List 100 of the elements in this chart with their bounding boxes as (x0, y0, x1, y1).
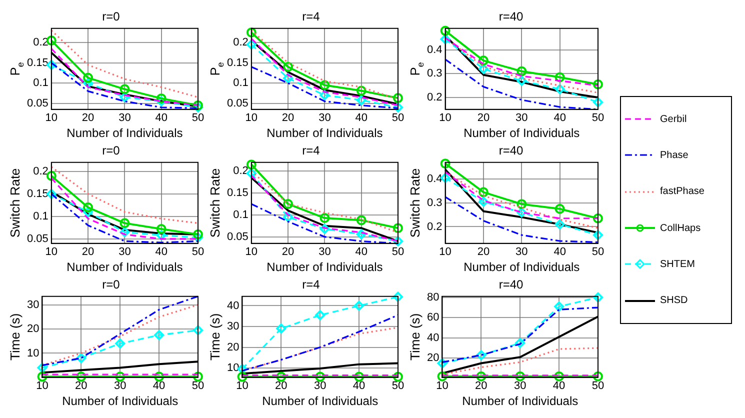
chart-title: r=0 (102, 10, 120, 24)
point (283, 73, 294, 84)
point (315, 372, 326, 382)
point (120, 227, 130, 238)
point (193, 372, 203, 382)
point (120, 218, 130, 228)
point (246, 27, 256, 38)
x-tick-label: 10 (245, 112, 258, 124)
y-tick-label: 80 (426, 291, 440, 304)
point (393, 102, 403, 112)
point (478, 196, 488, 207)
chart-title: r=0 (102, 144, 120, 158)
chart-title: r=4 (302, 10, 320, 24)
y-tick-label: 0.2 (426, 220, 442, 233)
point (516, 66, 527, 76)
point (393, 93, 403, 104)
y-tick-label: 0.05 (26, 97, 48, 110)
point (237, 372, 248, 382)
x-tick-label: 50 (592, 112, 604, 124)
point (554, 84, 565, 94)
line-series (50, 30, 199, 98)
x-tick-label: 30 (118, 112, 131, 124)
x-axis-title: Number of Individuals (464, 126, 580, 140)
x-tick-label: 30 (318, 246, 331, 258)
point (283, 62, 294, 72)
point (356, 86, 366, 96)
point (320, 90, 330, 100)
y-axis-title: Switch Rate (8, 168, 23, 238)
point (478, 56, 488, 66)
point (320, 80, 330, 90)
x-tick-label: 40 (155, 246, 168, 258)
y-tick-label: 30 (26, 298, 40, 311)
point (154, 330, 164, 340)
y-tick-label: 0.15 (226, 56, 248, 69)
y-axis-title: Time (s) (8, 313, 23, 360)
point (516, 199, 527, 210)
y-tick-label: 10 (26, 347, 40, 360)
point (440, 34, 450, 44)
x-tick-label: 50 (592, 380, 604, 392)
x-tick-label: 50 (192, 246, 204, 258)
point (83, 202, 94, 212)
point (437, 371, 448, 382)
x-tick-label: 30 (514, 380, 526, 392)
x-axis-title: Number of Individuals (266, 126, 383, 140)
point (276, 372, 286, 382)
point (46, 170, 56, 181)
y-tick-label: 0.4 (426, 173, 442, 186)
y-tick-label: 0.2 (233, 165, 248, 178)
point (593, 79, 603, 90)
x-axis-title: Number of Individuals (66, 126, 183, 140)
point (554, 371, 564, 382)
y-tick-label: 0.15 (26, 56, 48, 69)
y-tick-label: 20 (426, 352, 440, 364)
point (120, 84, 130, 94)
y-tick-label: 40 (226, 300, 240, 312)
x-tick-label: 20 (82, 112, 94, 124)
point (478, 64, 488, 74)
point (437, 358, 448, 368)
x-tick-label: 10 (45, 112, 58, 124)
legend-label: SHTEM (660, 258, 695, 270)
point (276, 324, 286, 334)
point (193, 325, 203, 336)
y-tick-label: 0.4 (426, 44, 442, 56)
chart-title: r=40 (498, 144, 524, 158)
y-axis-title: Pe (408, 62, 426, 76)
x-tick-label: 20 (477, 246, 490, 258)
legend-label: CollHaps (660, 222, 701, 234)
point (76, 353, 86, 364)
chart-title: r=4 (302, 278, 320, 292)
point (515, 338, 526, 348)
x-tick-label: 40 (355, 246, 368, 258)
point (283, 212, 294, 222)
x-tick-label: 40 (155, 112, 168, 124)
x-tick-label: 30 (516, 112, 528, 124)
point (356, 215, 366, 226)
legend-label: Phase (660, 150, 688, 161)
y-tick-label: 0.15 (26, 188, 48, 200)
y-tick-label: 0.3 (426, 196, 442, 209)
point (320, 224, 330, 234)
point (554, 302, 564, 312)
point (593, 97, 603, 108)
y-axis-title: Pe (8, 62, 26, 76)
point (593, 230, 603, 240)
y-tick-label: 0.05 (26, 232, 48, 245)
x-tick-label: 20 (82, 246, 94, 258)
x-tick-label: 40 (554, 112, 566, 124)
y-tick-label: 0.15 (226, 187, 248, 200)
y-tick-label: 0.1 (233, 77, 248, 90)
x-tick-label: 20 (75, 380, 88, 392)
point (315, 310, 326, 320)
y-tick-label: 20 (26, 323, 40, 336)
y-axis-title: Switch Rate (408, 168, 423, 238)
x-axis-title: Number of Individuals (266, 260, 383, 274)
x-tick-label: 40 (152, 380, 166, 392)
y-axis-title: Time (s) (408, 313, 423, 360)
point (354, 372, 364, 382)
point (354, 300, 364, 311)
y-axis-title: Time (s) (208, 313, 223, 360)
point (156, 93, 166, 104)
x-tick-label: 40 (355, 112, 368, 124)
